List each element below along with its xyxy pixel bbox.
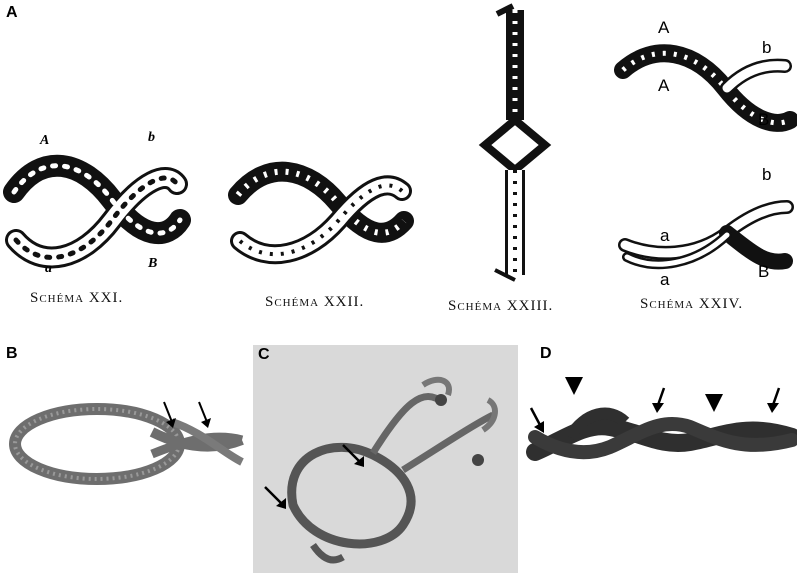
- panel-d-arrow-2: [652, 387, 666, 413]
- schema-xxi-label-top-left: A: [40, 133, 50, 148]
- schema-xxii-caption-number: XXII.: [323, 294, 365, 310]
- schema-xxiv-upper-label-a2: A: [658, 76, 670, 95]
- panel-d-arrowhead-1: [565, 377, 583, 395]
- schema-xxiii-figure: [478, 3, 552, 282]
- panel-d-arrow-3: [767, 387, 781, 413]
- schema-xxi-figure: [3, 154, 191, 269]
- panel-d-strand: [526, 407, 797, 461]
- schema-xxiv-lower-figure: [618, 200, 794, 270]
- panel-c-arrow-1: [342, 444, 364, 467]
- panel-label-c: C: [258, 346, 270, 363]
- panel-d-arrow-1: [529, 407, 544, 433]
- panel-label-a: A: [6, 4, 18, 21]
- schema-xxiv-lower-label-b-large: B: [758, 262, 770, 281]
- panel-b-arrow-1: [163, 401, 176, 428]
- panel-label-b: B: [6, 345, 18, 362]
- schema-xxiv-caption: Schéma XXIV.: [640, 296, 743, 313]
- schema-xxiii-caption: Schéma XXIII.: [448, 298, 553, 315]
- schema-xxi-label-bottom-left: a: [45, 261, 52, 276]
- panel-b-arrow-2: [198, 401, 211, 428]
- panel-c-chromosome: [287, 376, 498, 564]
- schema-xxiv-upper-label-a1: A: [658, 18, 670, 37]
- panel-label-d: D: [540, 345, 552, 362]
- schema-xxiv-upper-figure: [614, 44, 797, 132]
- schema-xxiv-lower-label-a2: a: [660, 270, 670, 289]
- schema-xxi-label-bottom-right: B: [148, 256, 158, 271]
- schema-xxiii-caption-word: Schéma: [448, 298, 503, 314]
- schema-xxiv-caption-number: XXIV.: [698, 296, 744, 312]
- panel-d-arrowhead-2: [705, 394, 723, 412]
- panel-c-arrow-2: [264, 486, 286, 509]
- panel-b-em-image: [9, 403, 244, 485]
- schema-xxiv-lower-label-b-small: b: [762, 165, 772, 184]
- schema-xxi-caption: Schéma XXI.: [30, 290, 123, 307]
- schema-xxiv-lower-label-a1: a: [660, 226, 670, 245]
- schema-xxiv-upper-label-b-small: b: [762, 38, 772, 57]
- schema-xxi-caption-word: Schéma: [30, 290, 85, 306]
- schema-xxiii-caption-number: XXIII.: [506, 298, 554, 314]
- schema-xxiv-caption-word: Schéma: [640, 296, 695, 312]
- schema-xxii-caption: Schéma XXII.: [265, 294, 364, 311]
- schema-xxii-figure: [228, 161, 414, 265]
- schema-xxiv-upper-label-b-large: B: [758, 110, 770, 129]
- schema-xxi-label-top-right: b: [148, 130, 155, 145]
- schema-xxii-caption-word: Schéma: [265, 294, 320, 310]
- schema-xxi-caption-number: XXI.: [88, 290, 124, 306]
